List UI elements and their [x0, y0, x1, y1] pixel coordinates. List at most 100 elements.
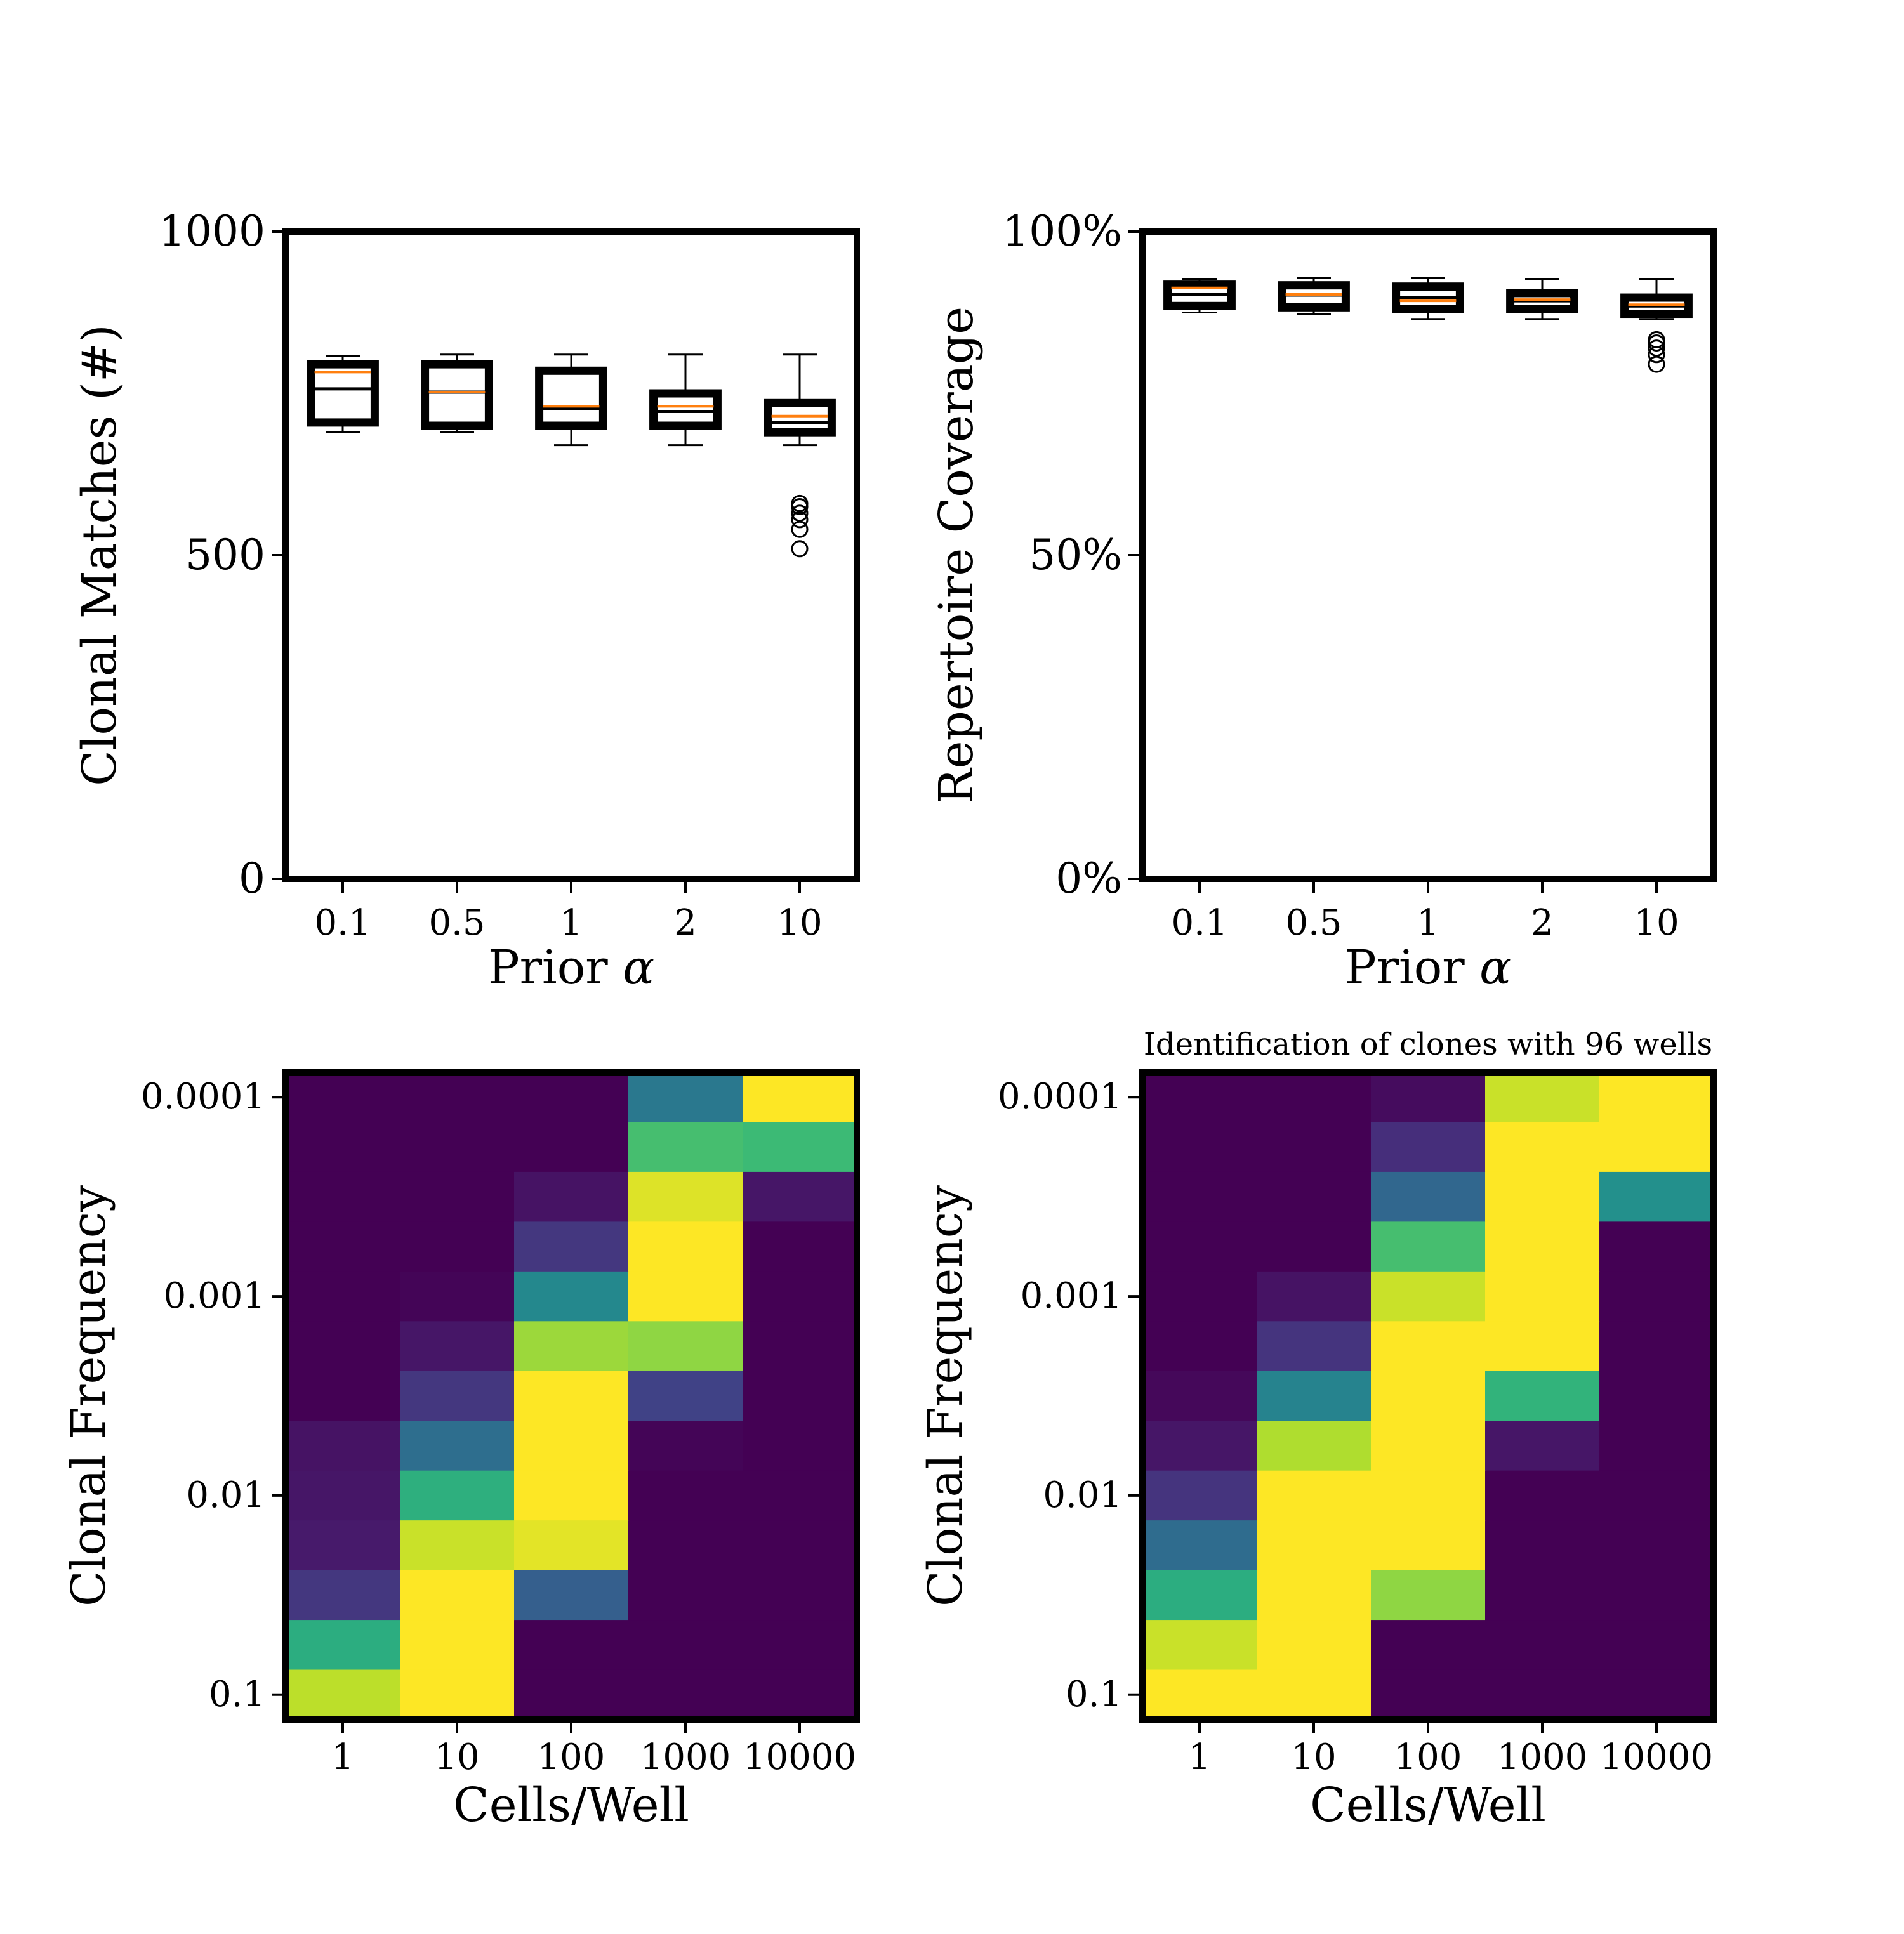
box-iqr: [1620, 293, 1693, 319]
box-iqr: [1163, 280, 1236, 310]
heatmap-cell: [1599, 1122, 1714, 1173]
axes-frame: [282, 228, 860, 882]
heatmap-cell: [286, 1072, 400, 1123]
heatmap-cell: [743, 1470, 857, 1521]
heatmap-cell: [1371, 1221, 1486, 1272]
heatmap-cell: [400, 1470, 515, 1521]
heatmap-cell: [1371, 1371, 1486, 1421]
y-axis-label: Clonal Frequency: [62, 1185, 116, 1607]
heatmap-cell: [743, 1371, 857, 1421]
xtick-label: 100: [538, 1737, 605, 1778]
ytick-label: 0.1: [209, 1674, 265, 1715]
heatmap-cell: [1485, 1470, 1600, 1521]
xtick-label: 1000: [640, 1737, 731, 1778]
heatmap-cell: [1142, 1421, 1257, 1471]
x-axis-label-symbol: α: [1479, 940, 1511, 995]
heatmap-cell: [1257, 1371, 1372, 1421]
heatmap-cell: [1257, 1421, 1372, 1471]
heatmap-cell: [743, 1072, 857, 1123]
box-iqr: [535, 366, 607, 430]
heatmap-cell: [1485, 1122, 1600, 1173]
heatmap-cell: [286, 1122, 400, 1173]
heatmap-cell: [1599, 1321, 1714, 1372]
heatmap-cell: [628, 1470, 743, 1521]
heatmap-cell: [514, 1221, 629, 1272]
axes-frame: [1139, 228, 1717, 882]
heatmap-cell: [628, 1122, 743, 1173]
heatmap-cell: [628, 1072, 743, 1123]
heatmap-cell: [400, 1072, 515, 1123]
ytick-label: 0.1: [1066, 1674, 1122, 1715]
heatmap-cell: [628, 1271, 743, 1322]
heatmap-cell: [1599, 1470, 1714, 1521]
heatmap-cell: [514, 1520, 629, 1571]
heatmap-cell: [1142, 1620, 1257, 1671]
xtick-label: 2: [674, 902, 697, 944]
heatmap-cell: [743, 1570, 857, 1621]
heatmap-cell: [514, 1122, 629, 1173]
heatmap-cell: [400, 1520, 515, 1571]
heatmap-cell: [743, 1620, 857, 1671]
box-iqr: [764, 398, 836, 437]
heatmap-cell: [743, 1421, 857, 1471]
heatmap-cell: [1142, 1470, 1257, 1521]
x-axis-label: Prior α: [488, 940, 654, 995]
heatmap-cell: [743, 1221, 857, 1272]
heatmap-cell: [286, 1520, 400, 1571]
x-axis-label-text: Prior: [1345, 940, 1479, 995]
box-iqr: [1392, 282, 1464, 313]
box-iqr: [1506, 289, 1578, 313]
xtick-label: 1: [331, 1737, 354, 1778]
heatmap-cell: [1485, 1421, 1600, 1471]
box-iqr: [1278, 281, 1350, 312]
heatmap-cell: [286, 1271, 400, 1322]
heatmap-cell: [1599, 1072, 1714, 1123]
heatmap-cell: [1257, 1171, 1372, 1222]
heatmap-cell: [1257, 1321, 1372, 1372]
heatmap-cell: [1485, 1520, 1600, 1571]
heatmap-cell: [1485, 1570, 1600, 1621]
heatmap-cell: [1485, 1072, 1600, 1123]
heatmap-cell: [1599, 1421, 1714, 1471]
heatmap-cell: [628, 1221, 743, 1272]
outlier-point: [791, 504, 809, 522]
heatmap-cell: [1599, 1371, 1714, 1421]
ytick-label: 0: [239, 854, 265, 903]
outlier-point: [1648, 339, 1665, 357]
xtick-label: 1: [560, 902, 583, 944]
heatmap-cell: [628, 1520, 743, 1571]
heatmap-cell: [400, 1620, 515, 1671]
box-iqr: [649, 389, 722, 430]
x-axis-label-text: Prior: [488, 940, 623, 995]
heatmap-cell: [1257, 1221, 1372, 1272]
heatmap-cell: [1257, 1271, 1372, 1322]
xtick-label: 10: [434, 1737, 479, 1778]
heatmap-cell: [400, 1271, 515, 1322]
heatmap-cell: [1485, 1371, 1600, 1421]
xtick-label: 10000: [743, 1737, 856, 1778]
box-iqr: [421, 360, 493, 430]
xtick-label: 2: [1531, 902, 1554, 944]
heatmap-cell: [1599, 1620, 1714, 1671]
heatmap-cell: [1371, 1271, 1486, 1322]
heatmap-cell: [400, 1122, 515, 1173]
y-axis-label: Clonal Frequency: [918, 1185, 973, 1607]
x-axis-label: Prior α: [1345, 940, 1511, 995]
heatmap-cell: [1599, 1171, 1714, 1222]
heatmap-cell: [1599, 1271, 1714, 1322]
heatmap-cell: [1371, 1620, 1486, 1671]
ytick-label: 1000: [159, 207, 265, 256]
ytick-label: 0.0001: [141, 1076, 265, 1117]
xtick-label: 0.5: [428, 902, 485, 944]
heatmap-cell: [1371, 1520, 1486, 1571]
chart-title: Identification of clones with 96 wells: [1144, 1027, 1712, 1062]
ytick-label: 0.01: [1043, 1475, 1122, 1516]
heatmap-cell: [628, 1570, 743, 1621]
heatmap-cell: [286, 1371, 400, 1421]
heatmap-cell: [286, 1620, 400, 1671]
ytick-label: 0.0001: [998, 1076, 1122, 1117]
xtick-label: 0.1: [314, 902, 371, 944]
heatmap-cell: [628, 1321, 743, 1372]
xtick-label: 1: [1417, 902, 1439, 944]
heatmap-cell: [1485, 1271, 1600, 1322]
